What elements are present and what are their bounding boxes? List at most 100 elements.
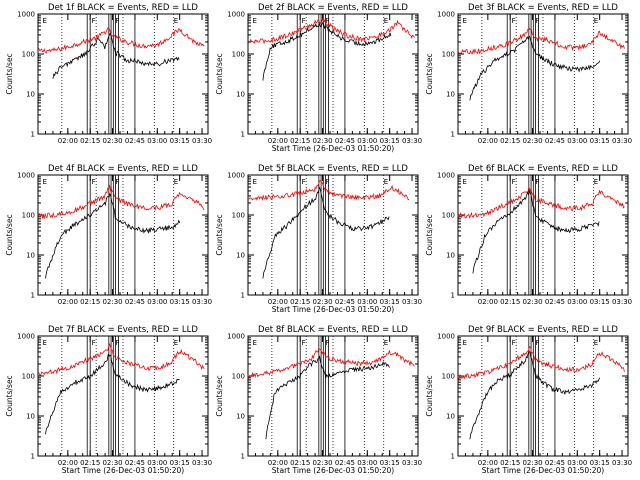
x-tick-label: 02:00 <box>268 459 288 467</box>
panel-title: Det 3f BLACK = Events, RED = LLD <box>468 3 618 13</box>
marker-label: F <box>512 339 516 347</box>
x-tick-label: 02:30 <box>312 459 332 467</box>
marker-label: E <box>384 178 388 186</box>
panel-det-5: Det 5f BLACK = Events, RED = LLD Counts/s… <box>215 164 422 314</box>
y-axis-label: Counts/sec <box>5 214 14 255</box>
x-tick-label: 02:45 <box>545 459 565 467</box>
x-tick-label: 02:15 <box>290 459 310 467</box>
marker-label: F <box>302 17 306 25</box>
lld-series-line <box>457 187 625 219</box>
y-tick-label: 100 <box>22 51 35 59</box>
y-tick-label: 1 <box>31 131 35 139</box>
marker-label: E <box>174 339 178 347</box>
x-tick-label: 02:30 <box>522 298 542 306</box>
x-tick-label: 02:45 <box>125 298 145 306</box>
x-tick-label: 02:00 <box>478 298 498 306</box>
y-tick-label: 1000 <box>437 172 455 180</box>
y-tick-label: 100 <box>22 373 35 381</box>
x-tick-label: 02:15 <box>500 298 520 306</box>
marker-label: E <box>594 178 598 186</box>
lld-series-line <box>457 27 625 55</box>
marker-label: E <box>384 17 388 25</box>
marker-label: F <box>326 17 330 25</box>
y-tick-label: 1000 <box>437 333 455 341</box>
x-tick-label: 02:15 <box>80 459 100 467</box>
y-tick-label: 1000 <box>227 11 245 19</box>
events-series-line <box>262 186 390 279</box>
panel-det-1: Det 1f BLACK = Events, RED = LLD Counts/s… <box>5 3 212 145</box>
panel-title: Det 2f BLACK = Events, RED = LLD <box>258 3 408 13</box>
y-tick-label: 100 <box>442 51 455 59</box>
panel-det-8: Det 8f BLACK = Events, RED = LLD Counts/s… <box>215 325 422 475</box>
x-tick-label: 02:30 <box>522 459 542 467</box>
x-tick-label: 02:30 <box>102 137 122 145</box>
x-tick-label: 03:30 <box>402 298 422 306</box>
x-tick-label: 03:15 <box>170 459 190 467</box>
x-axis-label: Start Time (26-Dec-03 01:50:20) <box>272 466 394 475</box>
y-tick-label: 1 <box>451 292 455 300</box>
x-tick-label: 02:45 <box>545 298 565 306</box>
y-tick-label: 1000 <box>17 333 35 341</box>
events-series-line <box>262 21 392 81</box>
panel-title: Det 5f BLACK = Events, RED = LLD <box>258 164 408 174</box>
marker-label: F <box>116 17 120 25</box>
panel-det-9: Det 9f BLACK = Events, RED = LLD Counts/s… <box>425 325 632 475</box>
x-tick-label: 02:30 <box>522 137 542 145</box>
panel-det-4: Det 4f BLACK = Events, RED = LLD Counts/s… <box>5 164 212 306</box>
lld-series-line <box>247 17 415 45</box>
x-tick-label: 03:30 <box>192 137 212 145</box>
marker-label: F <box>92 17 96 25</box>
y-axis-label: Counts/sec <box>215 53 224 94</box>
marker-label: E <box>42 178 46 186</box>
y-tick-label: 100 <box>442 373 455 381</box>
x-tick-label: 03:30 <box>612 137 632 145</box>
marker-label: E <box>594 17 598 25</box>
events-series-line <box>45 192 181 279</box>
panel-det-6: Det 6f BLACK = Events, RED = LLD Counts/s… <box>425 164 632 306</box>
marker-label: F <box>302 178 306 186</box>
marker-label: F <box>536 17 540 25</box>
x-tick-label: 03:00 <box>357 298 377 306</box>
marker-label: E <box>174 178 178 186</box>
y-tick-label: 1000 <box>227 172 245 180</box>
marker-label: F <box>92 339 96 347</box>
x-tick-label: 03:00 <box>147 298 167 306</box>
y-tick-label: 100 <box>232 373 245 381</box>
y-tick-label: 1000 <box>227 333 245 341</box>
y-tick-label: 100 <box>232 212 245 220</box>
x-tick-label: 02:15 <box>290 298 310 306</box>
x-tick-label: 03:15 <box>590 459 610 467</box>
x-tick-label: 03:15 <box>380 298 400 306</box>
marker-label: F <box>512 178 516 186</box>
events-series-line <box>469 35 601 101</box>
marker-label: E <box>594 339 598 347</box>
x-tick-label: 02:45 <box>125 459 145 467</box>
x-tick-label: 02:30 <box>312 137 332 145</box>
x-tick-label: 02:15 <box>80 298 100 306</box>
x-tick-label: 03:15 <box>380 137 400 145</box>
y-tick-label: 10 <box>26 252 35 260</box>
y-tick-label: 10 <box>236 252 245 260</box>
x-tick-label: 02:00 <box>58 298 78 306</box>
marker-label: E <box>462 178 466 186</box>
lld-series-line <box>37 343 205 376</box>
marker-label: E <box>462 339 466 347</box>
y-tick-label: 1000 <box>17 172 35 180</box>
lld-series-line <box>247 180 410 202</box>
panel-title: Det 6f BLACK = Events, RED = LLD <box>468 164 618 174</box>
panel-det-7: Det 7f BLACK = Events, RED = LLD Counts/s… <box>5 325 212 475</box>
x-tick-label: 03:00 <box>567 459 587 467</box>
marker-label: E <box>462 17 466 25</box>
y-axis-label: Counts/sec <box>425 375 434 416</box>
events-series-line <box>472 189 600 274</box>
y-tick-label: 10 <box>236 413 245 421</box>
x-tick-label: 02:30 <box>312 298 332 306</box>
x-tick-label: 02:30 <box>102 298 122 306</box>
y-tick-label: 100 <box>22 212 35 220</box>
lld-series-line <box>247 348 415 379</box>
marker-label: E <box>42 17 46 25</box>
x-tick-label: 02:45 <box>335 137 355 145</box>
x-tick-label: 03:30 <box>612 459 632 467</box>
marker-label: E <box>252 339 256 347</box>
x-tick-label: 02:00 <box>478 459 498 467</box>
